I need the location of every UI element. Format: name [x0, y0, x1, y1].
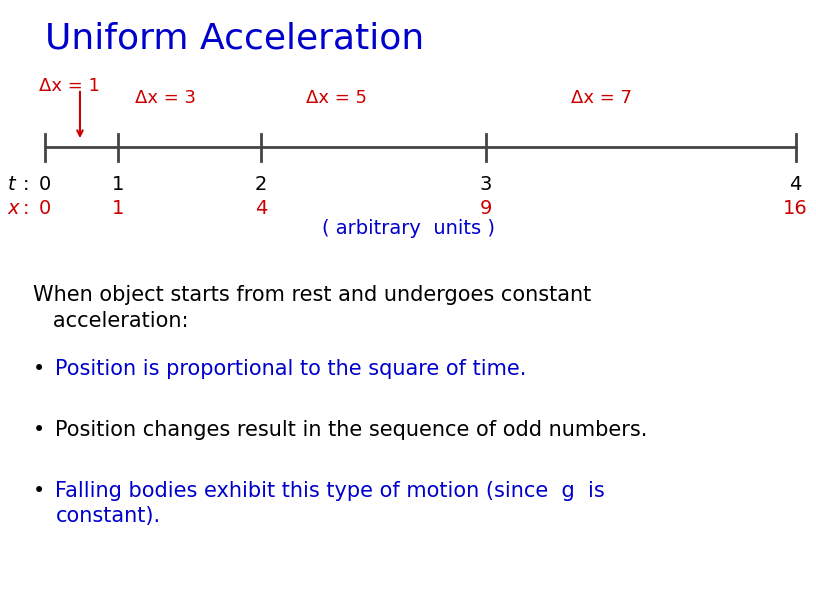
Text: :: : — [23, 199, 29, 218]
Text: 4: 4 — [789, 175, 802, 194]
Text: •: • — [33, 481, 45, 501]
Text: Δx = 7: Δx = 7 — [571, 89, 632, 107]
Text: 4: 4 — [255, 199, 268, 218]
Text: ( arbitrary  units ): ( arbitrary units ) — [322, 219, 494, 238]
Text: 0: 0 — [38, 199, 51, 218]
Text: $t$: $t$ — [7, 175, 17, 194]
Text: •: • — [33, 359, 45, 379]
Text: Δx = 5: Δx = 5 — [306, 89, 367, 107]
Text: :: : — [23, 175, 29, 194]
Text: 0: 0 — [38, 175, 51, 194]
Text: 16: 16 — [783, 199, 808, 218]
Text: Position is proportional to the square of time.: Position is proportional to the square o… — [55, 359, 527, 379]
Text: $x$: $x$ — [7, 199, 20, 218]
Text: Uniform Acceleration: Uniform Acceleration — [45, 21, 424, 55]
Text: •: • — [33, 420, 45, 440]
Text: Position changes result in the sequence of odd numbers.: Position changes result in the sequence … — [55, 420, 648, 440]
Text: 1: 1 — [112, 175, 125, 194]
Text: 9: 9 — [479, 199, 492, 218]
Text: Δx = 1: Δx = 1 — [39, 77, 100, 94]
Text: 1: 1 — [112, 199, 125, 218]
Text: Δx = 3: Δx = 3 — [135, 89, 196, 107]
Text: Falling bodies exhibit this type of motion (since  g  is
constant).: Falling bodies exhibit this type of moti… — [55, 481, 605, 526]
Text: When object starts from rest and undergoes constant
   acceleration:: When object starts from rest and undergo… — [33, 285, 591, 332]
Text: 2: 2 — [255, 175, 268, 194]
Text: 3: 3 — [479, 175, 492, 194]
